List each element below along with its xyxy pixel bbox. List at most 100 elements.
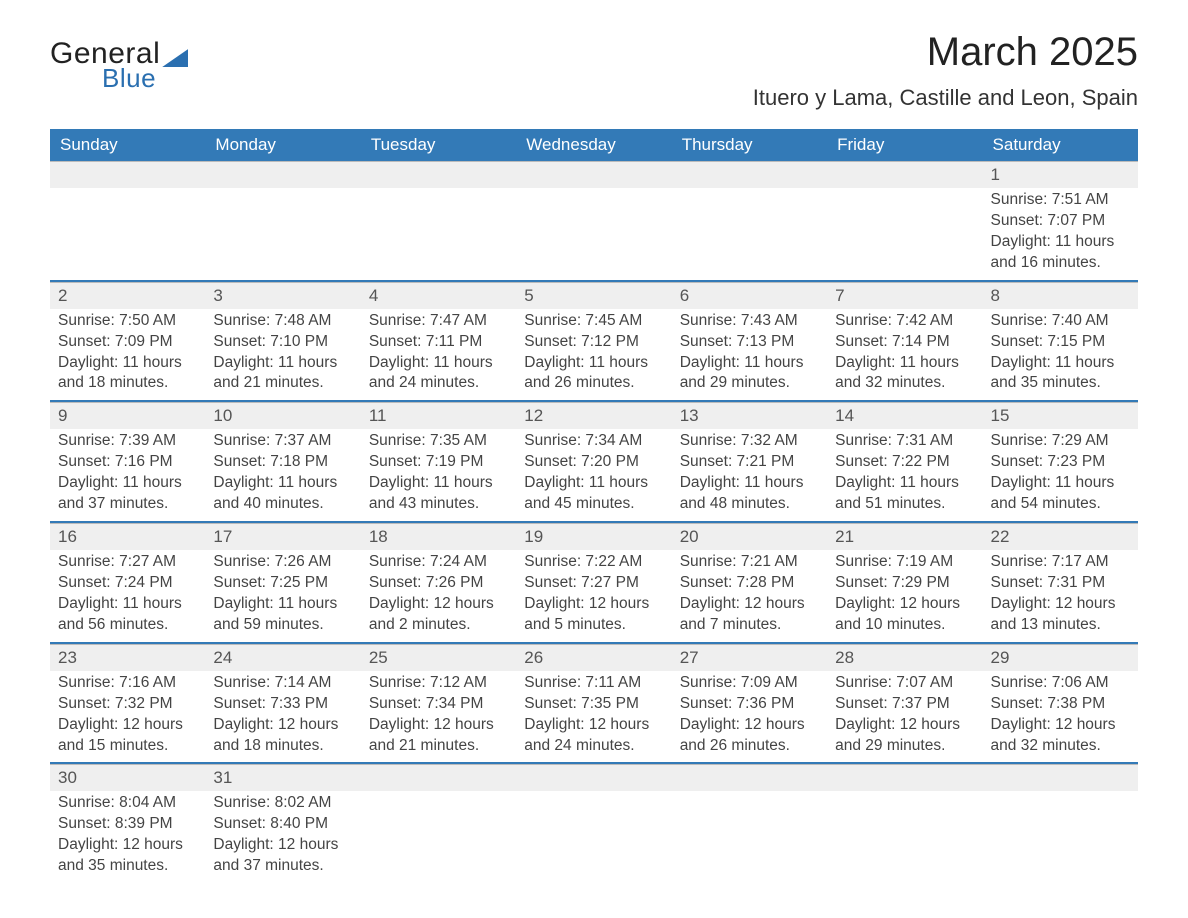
sunrise-text: Sunrise: 8:02 AM [213, 793, 352, 814]
day-detail-cell: Sunrise: 7:29 AMSunset: 7:23 PMDaylight:… [983, 429, 1138, 522]
sunset-text: Sunset: 7:33 PM [213, 694, 352, 715]
day-detail-cell: Sunrise: 7:31 AMSunset: 7:22 PMDaylight:… [827, 429, 982, 522]
day-number: 15 [991, 406, 1010, 425]
day-detail-cell: Sunrise: 7:24 AMSunset: 7:26 PMDaylight:… [361, 550, 516, 643]
sunset-text: Sunset: 7:16 PM [58, 452, 197, 473]
daylight-line2: and 2 minutes. [369, 615, 508, 636]
sunrise-text: Sunrise: 7:21 AM [680, 552, 819, 573]
col-tuesday: Tuesday [361, 129, 516, 162]
daylight-line2: and 35 minutes. [991, 373, 1130, 394]
daylight-line2: and 5 minutes. [524, 615, 663, 636]
day-number: 7 [835, 286, 844, 305]
daylight-line1: Daylight: 11 hours [58, 473, 197, 494]
brand-line2: Blue [102, 67, 188, 90]
daylight-line1: Daylight: 12 hours [991, 715, 1130, 736]
day-number: 11 [369, 406, 387, 425]
daylight-line2: and 24 minutes. [369, 373, 508, 394]
day-detail-cell: Sunrise: 7:19 AMSunset: 7:29 PMDaylight:… [827, 550, 982, 643]
day-detail-cell [205, 188, 360, 281]
sunrise-text: Sunrise: 7:22 AM [524, 552, 663, 573]
sunset-text: Sunset: 7:29 PM [835, 573, 974, 594]
col-thursday: Thursday [672, 129, 827, 162]
day-number: 23 [58, 648, 77, 667]
day-detail-cell: Sunrise: 7:37 AMSunset: 7:18 PMDaylight:… [205, 429, 360, 522]
daylight-line2: and 32 minutes. [835, 373, 974, 394]
day-number-cell: 30 [50, 765, 205, 792]
day-number-cell: 28 [827, 644, 982, 671]
daylight-line2: and 56 minutes. [58, 615, 197, 636]
daylight-line1: Daylight: 12 hours [680, 594, 819, 615]
sunset-text: Sunset: 7:19 PM [369, 452, 508, 473]
sunrise-text: Sunrise: 7:14 AM [213, 673, 352, 694]
sunset-text: Sunset: 7:36 PM [680, 694, 819, 715]
day-number-row: 23 4 5 6 7 8 [50, 282, 1138, 309]
title-block: March 2025 Ituero y Lama, Castille and L… [753, 30, 1138, 111]
day-number: 12 [524, 406, 543, 425]
daylight-line2: and 51 minutes. [835, 494, 974, 515]
sunrise-text: Sunrise: 8:04 AM [58, 793, 197, 814]
day-detail-cell: Sunrise: 7:07 AMSunset: 7:37 PMDaylight:… [827, 671, 982, 764]
daylight-line2: and 54 minutes. [991, 494, 1130, 515]
day-number-row: 9101112131415 [50, 403, 1138, 430]
daylight-line2: and 40 minutes. [213, 494, 352, 515]
day-number-cell [205, 162, 360, 189]
daylight-line1: Daylight: 11 hours [213, 594, 352, 615]
day-number: 14 [835, 406, 854, 425]
day-detail-cell: Sunrise: 7:27 AMSunset: 7:24 PMDaylight:… [50, 550, 205, 643]
sunset-text: Sunset: 7:09 PM [58, 332, 197, 353]
daylight-line1: Daylight: 12 hours [524, 715, 663, 736]
sunrise-text: Sunrise: 7:47 AM [369, 311, 508, 332]
sunrise-text: Sunrise: 7:31 AM [835, 431, 974, 452]
sunrise-text: Sunrise: 7:16 AM [58, 673, 197, 694]
sunrise-text: Sunrise: 7:35 AM [369, 431, 508, 452]
day-number: 4 [369, 286, 378, 305]
day-number: 5 [524, 286, 533, 305]
day-number-cell: 18 [361, 524, 516, 551]
sunrise-text: Sunrise: 7:40 AM [991, 311, 1130, 332]
sunset-text: Sunset: 7:15 PM [991, 332, 1130, 353]
daylight-line1: Daylight: 11 hours [835, 353, 974, 374]
day-detail-row: Sunrise: 8:04 AMSunset: 8:39 PMDaylight:… [50, 791, 1138, 883]
sunset-text: Sunset: 7:23 PM [991, 452, 1130, 473]
sunset-text: Sunset: 7:22 PM [835, 452, 974, 473]
daylight-line2: and 29 minutes. [680, 373, 819, 394]
day-number: 8 [991, 286, 1000, 305]
daylight-line2: and 18 minutes. [58, 373, 197, 394]
day-number-cell: 2 [50, 282, 205, 309]
daylight-line1: Daylight: 11 hours [680, 473, 819, 494]
day-number-cell: 5 [516, 282, 671, 309]
day-number-cell [827, 162, 982, 189]
col-sunday: Sunday [50, 129, 205, 162]
day-detail-cell: Sunrise: 7:34 AMSunset: 7:20 PMDaylight:… [516, 429, 671, 522]
day-number: 17 [213, 527, 232, 546]
sunset-text: Sunset: 7:11 PM [369, 332, 508, 353]
day-detail-cell: Sunrise: 7:42 AMSunset: 7:14 PMDaylight:… [827, 309, 982, 402]
sunrise-text: Sunrise: 7:12 AM [369, 673, 508, 694]
day-number-cell: 29 [983, 644, 1138, 671]
day-detail-row: Sunrise: 7:39 AMSunset: 7:16 PMDaylight:… [50, 429, 1138, 522]
sunrise-text: Sunrise: 7:45 AM [524, 311, 663, 332]
day-number: 6 [680, 286, 689, 305]
day-number: 16 [58, 527, 77, 546]
day-number-cell [983, 765, 1138, 792]
day-detail-cell: Sunrise: 7:48 AMSunset: 7:10 PMDaylight:… [205, 309, 360, 402]
daylight-line2: and 26 minutes. [680, 736, 819, 757]
day-number: 3 [213, 286, 222, 305]
daylight-line2: and 45 minutes. [524, 494, 663, 515]
daylight-line2: and 7 minutes. [680, 615, 819, 636]
daylight-line2: and 48 minutes. [680, 494, 819, 515]
sunrise-text: Sunrise: 7:27 AM [58, 552, 197, 573]
daylight-line1: Daylight: 12 hours [369, 594, 508, 615]
day-detail-cell: Sunrise: 7:17 AMSunset: 7:31 PMDaylight:… [983, 550, 1138, 643]
day-number-cell [672, 765, 827, 792]
sunrise-text: Sunrise: 7:48 AM [213, 311, 352, 332]
day-number: 10 [213, 406, 232, 425]
daylight-line1: Daylight: 11 hours [835, 473, 974, 494]
daylight-line2: and 29 minutes. [835, 736, 974, 757]
sunset-text: Sunset: 7:07 PM [991, 211, 1130, 232]
daylight-line2: and 21 minutes. [369, 736, 508, 757]
daylight-line1: Daylight: 11 hours [991, 353, 1130, 374]
day-number-cell: 1 [983, 162, 1138, 189]
sunrise-text: Sunrise: 7:43 AM [680, 311, 819, 332]
sunset-text: Sunset: 7:27 PM [524, 573, 663, 594]
